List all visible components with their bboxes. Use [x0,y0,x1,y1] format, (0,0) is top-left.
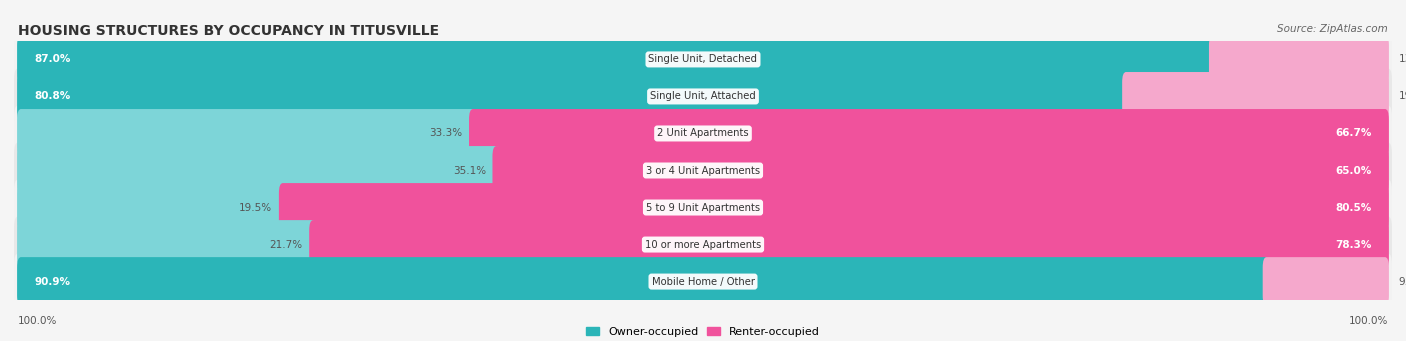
FancyBboxPatch shape [17,72,1132,121]
FancyBboxPatch shape [17,183,287,232]
Text: 90.9%: 90.9% [35,277,70,286]
Text: 87.0%: 87.0% [35,55,72,64]
FancyBboxPatch shape [492,146,1389,195]
FancyBboxPatch shape [278,183,1389,232]
Text: 66.7%: 66.7% [1334,129,1371,138]
Text: 10 or more Apartments: 10 or more Apartments [645,239,761,250]
Text: 80.8%: 80.8% [35,91,70,102]
FancyBboxPatch shape [14,105,1392,162]
FancyBboxPatch shape [1263,257,1389,306]
Text: 80.5%: 80.5% [1336,203,1371,212]
FancyBboxPatch shape [309,220,1389,269]
Text: Single Unit, Attached: Single Unit, Attached [650,91,756,102]
Text: 78.3%: 78.3% [1334,239,1371,250]
FancyBboxPatch shape [14,142,1392,199]
Text: 100.0%: 100.0% [1348,315,1388,326]
FancyBboxPatch shape [1122,72,1389,121]
FancyBboxPatch shape [17,35,1216,84]
Text: 13.0%: 13.0% [1399,55,1406,64]
Text: HOUSING STRUCTURES BY OCCUPANCY IN TITUSVILLE: HOUSING STRUCTURES BY OCCUPANCY IN TITUS… [18,24,440,38]
Text: Single Unit, Detached: Single Unit, Detached [648,55,758,64]
FancyBboxPatch shape [17,109,477,158]
Text: Mobile Home / Other: Mobile Home / Other [651,277,755,286]
Text: 3 or 4 Unit Apartments: 3 or 4 Unit Apartments [645,165,761,176]
FancyBboxPatch shape [14,68,1392,124]
Legend: Owner-occupied, Renter-occupied: Owner-occupied, Renter-occupied [581,322,825,341]
Text: 65.0%: 65.0% [1336,165,1371,176]
Text: 100.0%: 100.0% [18,315,58,326]
Text: 33.3%: 33.3% [429,129,463,138]
FancyBboxPatch shape [14,217,1392,273]
FancyBboxPatch shape [14,179,1392,236]
Text: 19.5%: 19.5% [239,203,271,212]
Text: Source: ZipAtlas.com: Source: ZipAtlas.com [1277,24,1388,34]
FancyBboxPatch shape [17,146,502,195]
Text: 5 to 9 Unit Apartments: 5 to 9 Unit Apartments [645,203,761,212]
Text: 19.3%: 19.3% [1399,91,1406,102]
FancyBboxPatch shape [14,253,1392,310]
Text: 9.1%: 9.1% [1399,277,1406,286]
Text: 35.1%: 35.1% [454,165,486,176]
FancyBboxPatch shape [14,31,1392,88]
Text: 21.7%: 21.7% [269,239,302,250]
Text: 2 Unit Apartments: 2 Unit Apartments [657,129,749,138]
FancyBboxPatch shape [17,257,1271,306]
FancyBboxPatch shape [17,220,316,269]
FancyBboxPatch shape [470,109,1389,158]
FancyBboxPatch shape [1209,35,1389,84]
